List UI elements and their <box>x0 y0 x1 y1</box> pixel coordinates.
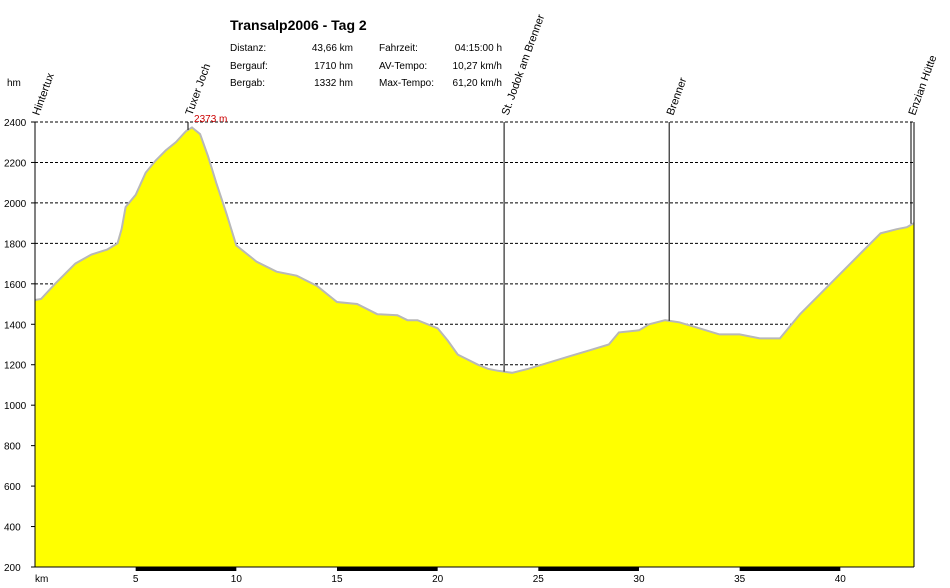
stat-value-ascent: 1710 hm <box>314 61 353 72</box>
y-tick-label: 1400 <box>4 320 27 331</box>
x-axis-unit-label: km <box>35 574 48 585</box>
x-axis-band-segment <box>336 567 438 571</box>
stat-label-distance: Distanz: <box>230 43 267 54</box>
x-tick-label: 25 <box>533 574 545 585</box>
max-elevation-label: 2373 m <box>194 114 227 125</box>
x-axis: 5 10 15 20 25 30 35 40 km <box>35 567 846 585</box>
waypoint-label: Hintertux <box>31 71 58 117</box>
x-tick-label: 40 <box>835 574 847 585</box>
stat-value-ride-time: 04:15:00 h <box>454 43 502 54</box>
waypoint-label: Brenner <box>665 76 690 117</box>
waypoint-label: St. Jodok am Brenner <box>500 13 548 117</box>
y-tick-label: 2200 <box>4 158 27 169</box>
elevation-area <box>35 127 914 567</box>
x-tick-label: 30 <box>633 574 645 585</box>
stat-label-ascent: Bergauf: <box>230 61 268 72</box>
y-tick-label: 1600 <box>4 280 27 291</box>
x-axis-band-segment <box>538 567 639 571</box>
y-tick-label: 2400 <box>4 118 27 129</box>
stat-value-max-speed: 61,20 km/h <box>452 78 502 89</box>
y-tick-label: 1200 <box>4 361 27 372</box>
stat-value-avg-speed: 10,27 km/h <box>452 61 502 72</box>
stat-label-avg-speed: AV-Tempo: <box>379 61 428 72</box>
stat-label-descent: Bergab: <box>230 78 266 89</box>
x-tick-label: 10 <box>231 574 243 585</box>
y-tick-label: 800 <box>4 442 21 453</box>
y-tick-label: 1800 <box>4 239 27 250</box>
chart-title: Transalp2006 - Tag 2 <box>230 17 367 33</box>
x-tick-label: 15 <box>331 574 343 585</box>
x-axis-band-segment <box>135 567 237 571</box>
waypoint-label: Tuxer Joch <box>184 62 214 117</box>
stat-value-descent: 1332 hm <box>314 78 353 89</box>
stat-label-max-speed: Max-Tempo: <box>379 78 435 89</box>
y-axis-unit-label: hm <box>7 78 21 89</box>
y-tick-label: 1000 <box>4 401 27 412</box>
elevation-line <box>34 126 915 374</box>
x-tick-label: 35 <box>734 574 746 585</box>
waypoint-label: Enzian Hütte <box>907 54 940 117</box>
x-axis-band-segment <box>739 567 841 571</box>
stat-value-distance: 43,66 km <box>311 43 353 54</box>
y-tick-label: 600 <box>4 482 21 493</box>
stat-label-ride-time: Fahrzeit: <box>379 43 418 54</box>
x-tick-label: 20 <box>432 574 444 585</box>
y-tick-label: 400 <box>4 523 21 534</box>
y-tick-label: 2000 <box>4 199 27 210</box>
x-tick-label: 5 <box>133 574 139 585</box>
y-tick-label: 200 <box>4 563 21 574</box>
